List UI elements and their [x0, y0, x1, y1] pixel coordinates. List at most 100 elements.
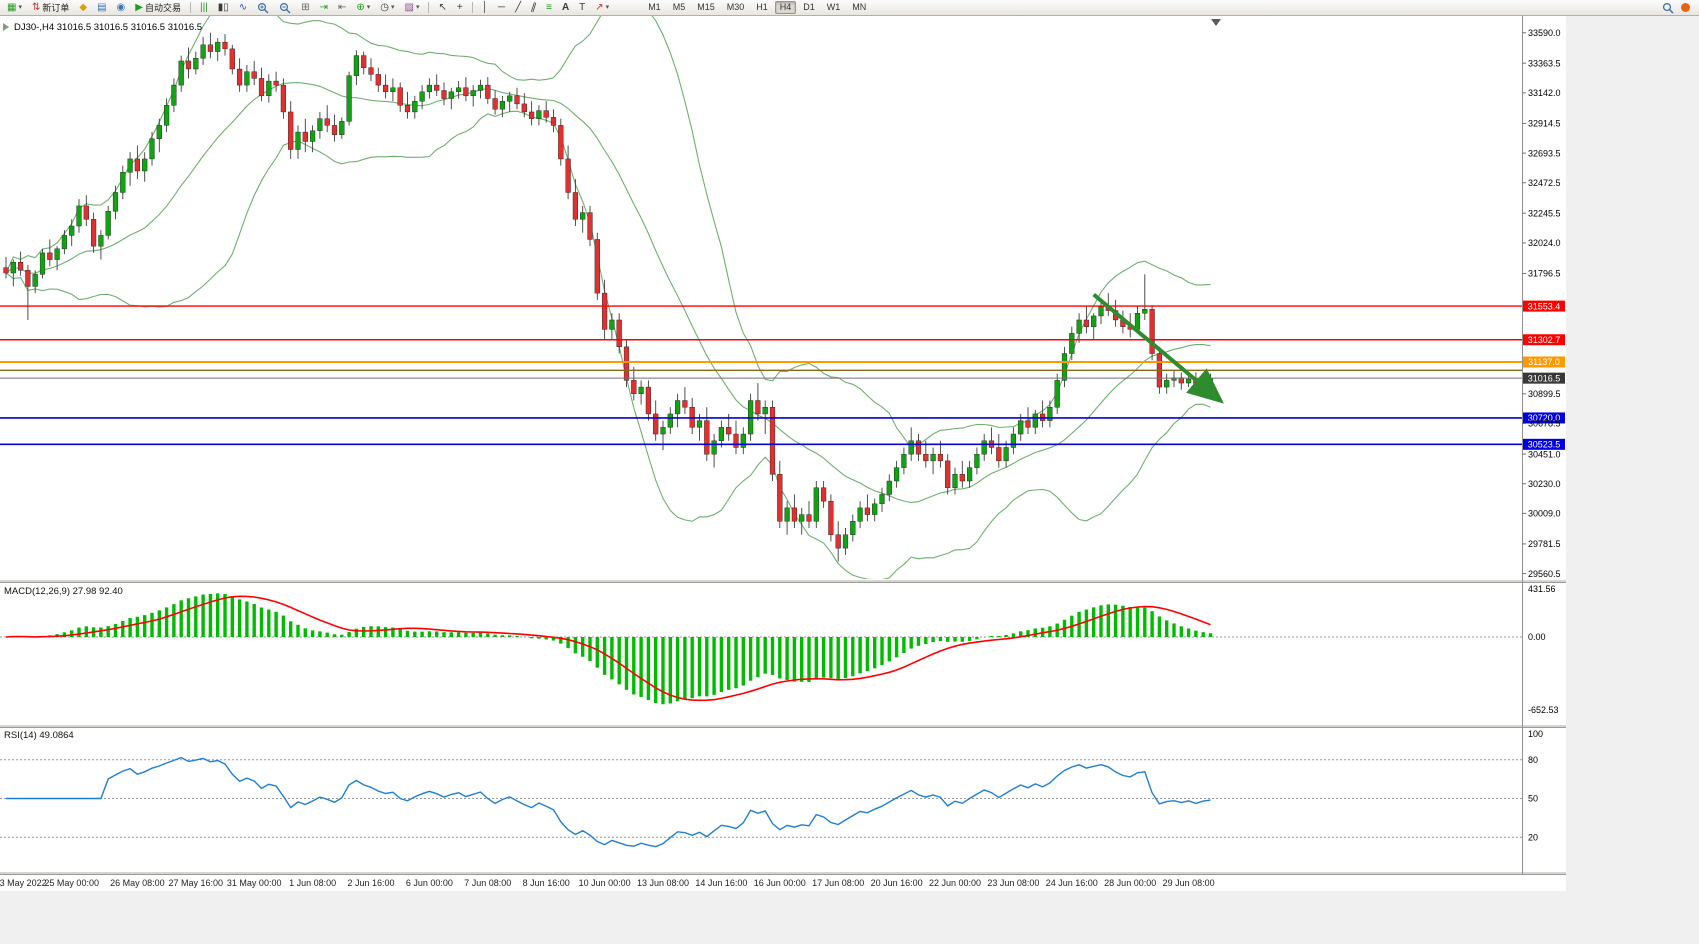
navigator-button[interactable]: ◉	[113, 0, 130, 15]
bar-chart-button[interactable]: |||	[196, 0, 212, 15]
svg-text:17 Jun 08:00: 17 Jun 08:00	[812, 878, 864, 888]
navigator-icon: ◉	[116, 2, 126, 13]
svg-text:32693.5: 32693.5	[1528, 148, 1561, 158]
vertical-line-button[interactable]: │	[478, 0, 492, 15]
indicators-button[interactable]: ⊕ ▾	[352, 0, 374, 15]
main-price-panel[interactable]	[3, 16, 1214, 580]
line-chart-button[interactable]: ∿	[235, 0, 251, 15]
chart-plot-layers: 31553.4 31302.7 31137.0 30720.0 30523.5 31016…	[0, 16, 1699, 944]
channel-button[interactable]: ∥	[527, 0, 540, 15]
tile-windows-button[interactable]: ⊞	[297, 0, 313, 15]
zoom-in-button[interactable]	[253, 0, 273, 15]
chevron-down-icon: ▾	[605, 4, 610, 11]
svg-text:31 May 00:00: 31 May 00:00	[227, 878, 282, 888]
fibonacci-icon: ≡	[546, 2, 552, 13]
zoom-out-button[interactable]	[275, 0, 295, 15]
auto-scroll-button[interactable]: ⇥	[316, 0, 332, 15]
chart-shift-marker[interactable]	[1211, 19, 1221, 26]
line-chart-icon: ∿	[238, 2, 248, 13]
chevron-down-icon: ▾	[391, 4, 395, 11]
svg-text:100: 100	[1528, 729, 1543, 739]
chart-background	[0, 16, 1566, 891]
timeframe-m15[interactable]: M15	[692, 1, 720, 14]
crosshair-button[interactable]: +	[453, 0, 467, 15]
svg-text:22 Jun 00:00: 22 Jun 00:00	[929, 878, 981, 888]
toolbar: ▦ ▾ ⇅ 新订单 ◆ ▤ ◉ ▶ 自动交易 ||| ▮▯ ∿	[0, 0, 1699, 16]
svg-text:31796.5: 31796.5	[1528, 269, 1561, 279]
timeframe-m1[interactable]: M1	[643, 1, 666, 14]
current-price-label	[1523, 372, 1565, 384]
new-order-button[interactable]: ⇅ 新订单	[28, 0, 73, 15]
svg-text:-652.53: -652.53	[1528, 705, 1559, 715]
templates-button[interactable]: ▨ ▾	[401, 0, 424, 15]
new-chart-button[interactable]: ▦ ▾	[3, 0, 26, 15]
one-click-trading-toggle[interactable]	[3, 23, 9, 31]
cursor-icon: ↖	[438, 2, 447, 13]
cursor-button[interactable]: ↖	[434, 0, 450, 15]
arrows-tool-icon: ↗	[595, 2, 604, 13]
macd-panel[interactable]	[0, 593, 1522, 705]
zoom-in-icon	[258, 2, 269, 13]
timeframe-d1[interactable]: D1	[798, 1, 820, 14]
svg-text:28 Jun 00:00: 28 Jun 00:00	[1104, 878, 1156, 888]
svg-text:30678.5: 30678.5	[1528, 419, 1561, 429]
svg-text:30899.5: 30899.5	[1528, 389, 1561, 399]
chart-shift-icon: ⇤	[337, 2, 347, 13]
candlestick-chart-button[interactable]: ▮▯	[214, 0, 233, 15]
trendline-button[interactable]: ╱	[511, 0, 525, 15]
candlestick-chart-window[interactable]: 31553.4 31302.7 31137.0 30720.0 30523.5 31016…	[0, 16, 1699, 944]
text-tool-button[interactable]: A	[558, 0, 573, 15]
autotrading-label: 自动交易	[144, 3, 181, 13]
svg-text:30009.0: 30009.0	[1528, 509, 1561, 519]
timeframe-h4[interactable]: H4	[774, 1, 797, 14]
svg-text:31137.0: 31137.0	[1528, 357, 1560, 367]
timeframe-h1[interactable]: H1	[751, 1, 773, 14]
svg-text:29781.5: 29781.5	[1528, 539, 1561, 549]
new-order-label: 新订单	[42, 3, 70, 13]
bollinger-band	[5, 110, 1211, 579]
svg-text:29 Jun 08:00: 29 Jun 08:00	[1163, 878, 1215, 888]
svg-text:20: 20	[1528, 832, 1538, 842]
rsi-panel[interactable]	[0, 756, 1522, 848]
svg-text:23 May 2022: 23 May 2022	[0, 878, 47, 888]
horizontal-line-button[interactable]: ─	[494, 0, 509, 15]
horizontal-lines[interactable]: 31553.4 31302.7 31137.0 30720.0 30523.5 31016…	[0, 300, 1565, 450]
timeframe-m30[interactable]: M30	[722, 1, 750, 14]
price-axis[interactable]: 33590.0 33363.5 33142.0 32914.5 32693.5 32472…	[1522, 28, 1561, 842]
periods-button[interactable]: ◷ ▾	[376, 0, 398, 15]
trend-arrow[interactable]	[1092, 292, 1224, 404]
chart-shift-button[interactable]: ⇤	[334, 0, 350, 15]
svg-text:31016.5: 31016.5	[1528, 373, 1561, 383]
svg-text:7 Jun 08:00: 7 Jun 08:00	[464, 878, 511, 888]
timeframe-w1[interactable]: W1	[822, 1, 846, 14]
autotrading-button[interactable]: ▶ 自动交易	[131, 0, 185, 15]
bottom-empty-area	[0, 891, 1699, 944]
svg-text:20 Jun 16:00: 20 Jun 16:00	[871, 878, 923, 888]
right-empty-area	[1566, 16, 1699, 944]
market-watch-icon: ▤	[97, 2, 107, 13]
channel-icon: ∥	[529, 1, 538, 14]
market-watch-button[interactable]: ▤	[93, 0, 110, 15]
text-tool-icon: A	[561, 2, 570, 13]
bollinger-band	[5, 82, 1211, 504]
toolbar-separator	[471, 2, 473, 13]
fibonacci-button[interactable]: ≡	[542, 0, 556, 15]
svg-text:32245.5: 32245.5	[1528, 208, 1561, 218]
macd-label: MACD(12,26,9) 27.98 92.40	[4, 586, 123, 597]
timeframe-mn[interactable]: MN	[847, 1, 871, 14]
svg-text:6 Jun 00:00: 6 Jun 00:00	[406, 878, 453, 888]
metaeditor-button[interactable]: ◆	[75, 0, 91, 15]
timeframe-m5[interactable]: M5	[668, 1, 691, 14]
indicators-icon: ⊕	[356, 2, 365, 13]
notification-badge[interactable]	[1681, 3, 1690, 12]
svg-text:32472.5: 32472.5	[1528, 178, 1561, 188]
rsi-label: RSI(14) 49.0864	[4, 730, 74, 741]
metaeditor-icon: ◆	[79, 2, 88, 13]
arrows-tool-button[interactable]: ↗ ▾	[591, 0, 613, 15]
toolbar-separator	[428, 2, 430, 13]
svg-text:8 Jun 16:00: 8 Jun 16:00	[523, 878, 570, 888]
new-chart-icon: ▦	[7, 2, 17, 13]
label-tool-button[interactable]: T	[575, 0, 589, 15]
search-icon[interactable]	[1662, 2, 1674, 14]
